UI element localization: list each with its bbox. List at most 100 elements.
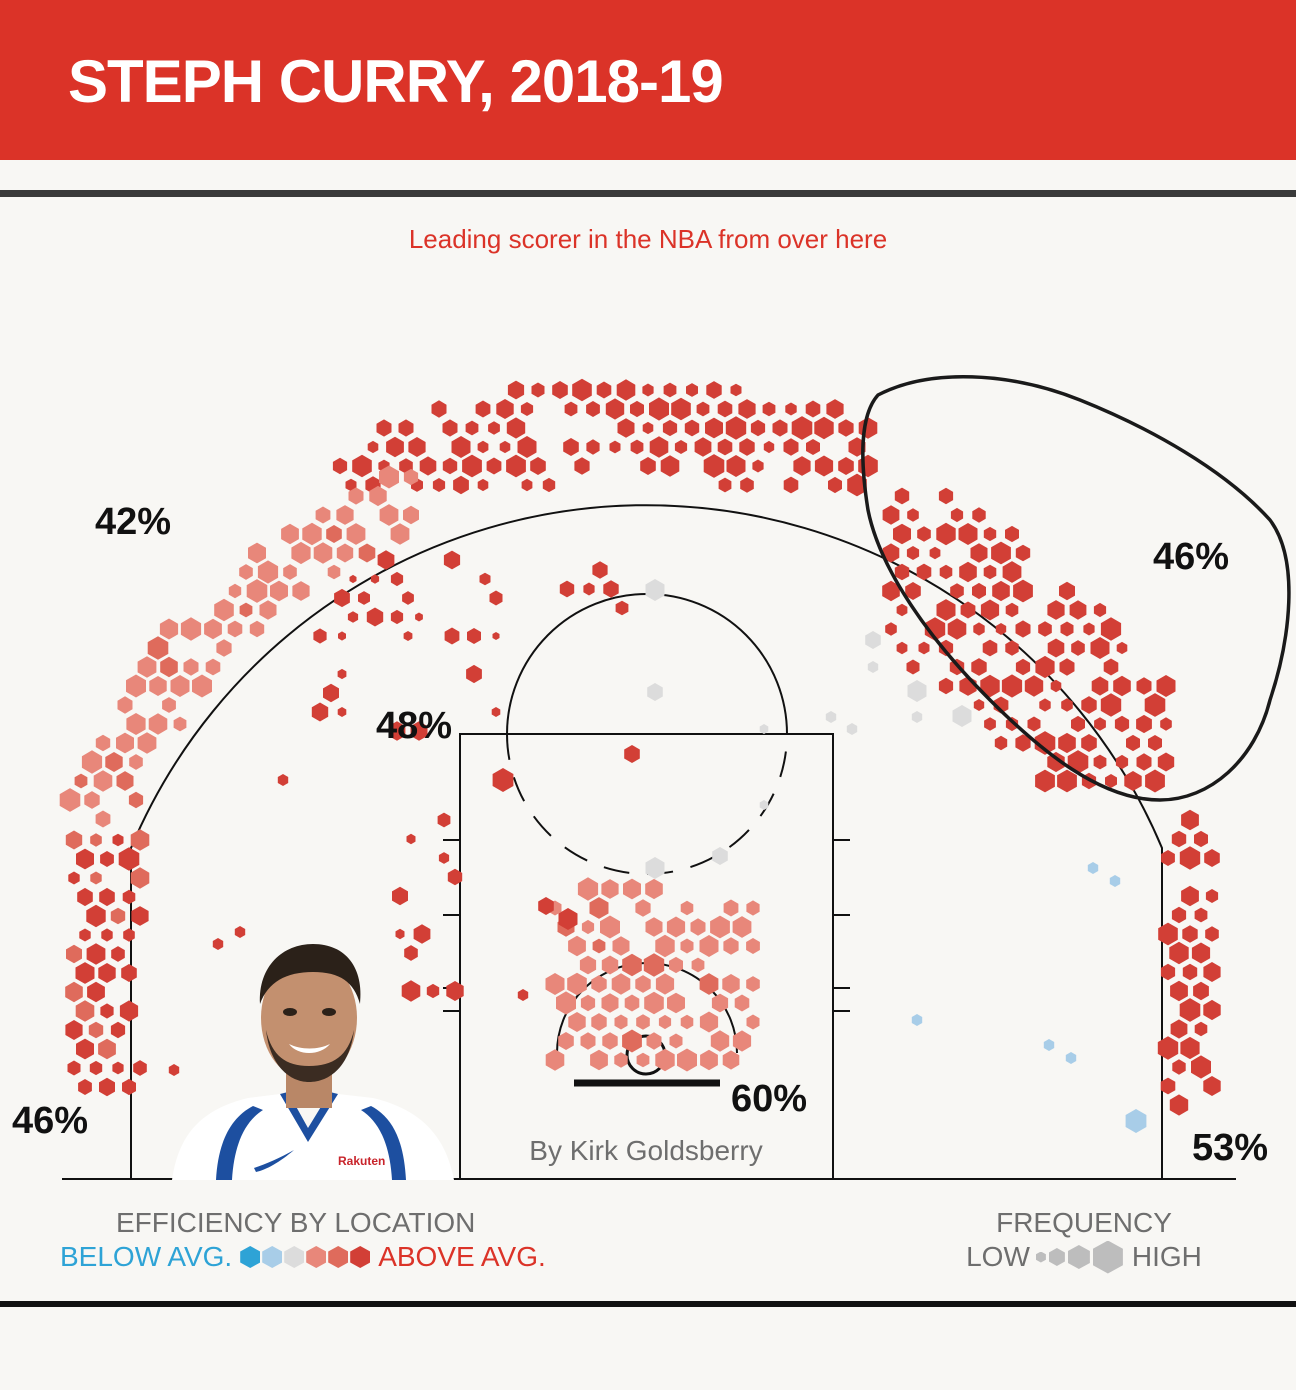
hex-bin bbox=[216, 639, 232, 657]
hex-bin bbox=[1170, 1019, 1188, 1039]
hex-bin bbox=[442, 457, 458, 475]
hex-bin bbox=[1205, 926, 1219, 942]
hex-bin bbox=[1182, 963, 1198, 981]
hex-bin bbox=[467, 628, 481, 644]
hex-bin bbox=[86, 943, 106, 965]
hex-bin bbox=[984, 717, 996, 731]
hex-bin bbox=[938, 677, 954, 695]
hex-bin bbox=[246, 579, 268, 603]
hex-bin bbox=[1015, 620, 1031, 638]
hex-bin bbox=[1057, 769, 1077, 793]
hex-bin bbox=[81, 750, 103, 774]
hex-bin bbox=[192, 674, 212, 698]
hex-bin bbox=[1005, 640, 1019, 656]
hex-bin bbox=[1034, 731, 1056, 755]
hex-bin bbox=[717, 438, 733, 456]
hex-bin bbox=[173, 716, 187, 732]
hex-bin bbox=[348, 487, 364, 505]
smile bbox=[289, 1044, 330, 1053]
hex-bin bbox=[443, 550, 461, 570]
hex-bin bbox=[640, 457, 656, 475]
hex-bin bbox=[972, 507, 986, 523]
hex-bin bbox=[392, 886, 408, 906]
hex-bin bbox=[793, 456, 811, 476]
hex-bin bbox=[84, 791, 100, 809]
hex-bin bbox=[1182, 925, 1198, 943]
hex-bin bbox=[291, 541, 311, 565]
hex-bin bbox=[918, 641, 930, 655]
hex-bin bbox=[579, 955, 597, 975]
hex-bin bbox=[315, 506, 331, 524]
player-photo: Rakuten bbox=[168, 938, 458, 1180]
hex-bin bbox=[558, 1032, 574, 1050]
hex-bin bbox=[970, 543, 988, 563]
hex-bin bbox=[347, 611, 359, 623]
hex-bin bbox=[86, 904, 106, 928]
hex-bin bbox=[149, 676, 167, 696]
hex-bin bbox=[170, 675, 190, 697]
hex-bin bbox=[1181, 809, 1199, 831]
hex-bin bbox=[740, 477, 754, 493]
hex-bin bbox=[646, 1032, 662, 1050]
hex-bin bbox=[959, 561, 977, 583]
hex-bin bbox=[718, 477, 732, 493]
hex-bin bbox=[148, 713, 168, 735]
hex-bin bbox=[746, 938, 760, 954]
hex-bin bbox=[1093, 602, 1107, 618]
hex-bin bbox=[699, 973, 719, 995]
hex-bin bbox=[1148, 735, 1162, 751]
hex-bin bbox=[530, 457, 546, 475]
hex-bin bbox=[916, 563, 932, 581]
hex-bin bbox=[486, 457, 502, 475]
hex-bin bbox=[1193, 981, 1209, 1001]
hex-bin bbox=[410, 721, 428, 741]
hex-bin bbox=[398, 419, 414, 437]
hex-bin bbox=[635, 899, 651, 917]
hex-bin bbox=[893, 523, 911, 545]
hex-bin bbox=[292, 581, 310, 601]
hex-bin bbox=[376, 419, 392, 437]
hex-bin bbox=[838, 457, 854, 475]
hex-bin-above bbox=[538, 897, 554, 915]
hex-bin bbox=[403, 631, 413, 641]
hex-bin bbox=[649, 436, 669, 458]
hex-bin bbox=[660, 455, 680, 477]
swatch-above-light bbox=[306, 1246, 327, 1268]
nike-swoosh-icon bbox=[254, 1150, 294, 1172]
hex-bin bbox=[462, 454, 482, 478]
hex-bin bbox=[568, 935, 586, 957]
hex-bin bbox=[313, 628, 327, 644]
hex-bin bbox=[1105, 774, 1117, 788]
hex-bin bbox=[1171, 906, 1187, 924]
hex-bin bbox=[635, 975, 651, 993]
hex-bin bbox=[726, 455, 746, 477]
hex-bin-average bbox=[846, 723, 858, 735]
hex-bin bbox=[738, 399, 756, 419]
hex-bin bbox=[936, 522, 956, 546]
hex-bin bbox=[609, 440, 621, 454]
hex-bin bbox=[686, 383, 698, 397]
efficiency-swatches bbox=[240, 1246, 372, 1268]
hex-bin bbox=[311, 702, 329, 722]
hex-bin bbox=[973, 699, 985, 711]
hex-bin bbox=[74, 773, 88, 789]
hex-bin bbox=[281, 523, 299, 545]
hex-bin bbox=[131, 906, 149, 926]
hex-bin bbox=[1071, 640, 1085, 656]
hex-bin-average bbox=[952, 705, 972, 727]
hex-bin bbox=[249, 620, 265, 638]
hex-bin bbox=[667, 992, 685, 1014]
hex-bin bbox=[426, 983, 440, 999]
hex-bin bbox=[847, 473, 867, 497]
hex-bin bbox=[885, 622, 897, 636]
hex-bin bbox=[614, 1014, 628, 1030]
hex-bin bbox=[552, 381, 568, 399]
hex-bin bbox=[838, 419, 854, 437]
hex-bin bbox=[507, 380, 525, 400]
hex-bin bbox=[1015, 544, 1031, 562]
hex-bin bbox=[99, 1077, 115, 1097]
hex-bin bbox=[882, 580, 900, 602]
hex-bin bbox=[894, 563, 910, 581]
hex-bin bbox=[734, 994, 750, 1012]
hex-bin bbox=[601, 879, 619, 899]
